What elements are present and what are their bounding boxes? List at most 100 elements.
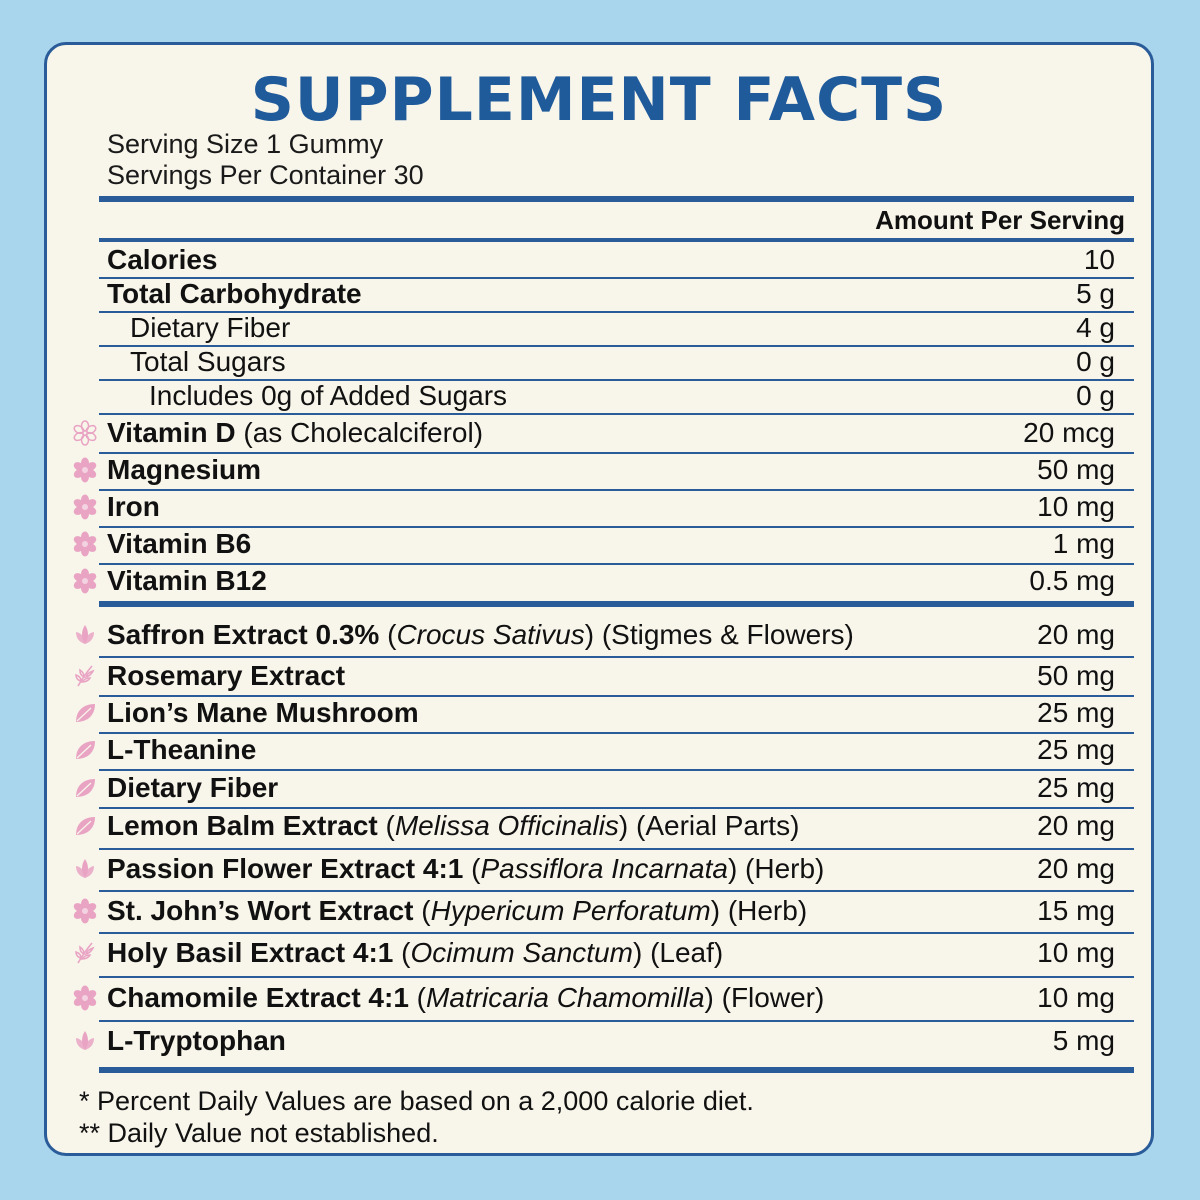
row-divider xyxy=(99,563,1134,565)
row-amount: 50 mg xyxy=(1037,454,1115,485)
row-divider xyxy=(99,311,1134,313)
row-amount: 20 mg xyxy=(1037,853,1115,884)
row-divider xyxy=(99,656,1134,658)
vitamin-row: Vitamin D (as Cholecalciferol) 20 mcg xyxy=(107,417,1115,449)
flower-outline-icon xyxy=(71,419,99,447)
row-divider xyxy=(99,413,1134,415)
extract-row: Passion Flower Extract 4:1 (Passiflora I… xyxy=(107,853,1115,885)
row-amount: 10 xyxy=(1083,244,1115,275)
row-divider xyxy=(99,848,1134,850)
leaf-icon xyxy=(71,774,99,802)
row-label: Lemon Balm Extract (Melissa Officinalis)… xyxy=(107,810,800,841)
flower-icon xyxy=(71,984,99,1012)
vitamin-row: Magnesium 50 mg xyxy=(107,454,1115,486)
row-label: Iron xyxy=(107,491,160,522)
row-divider xyxy=(99,379,1134,381)
row-divider xyxy=(99,601,1134,607)
row-label: Dietary Fiber xyxy=(107,772,279,803)
footnote-not-established: ** Daily Value not established. xyxy=(79,1118,439,1148)
row-amount: 10 mg xyxy=(1037,937,1115,968)
extract-row: Holy Basil Extract 4:1 (Ocimum Sanctum) … xyxy=(107,937,1115,969)
serving-size: Serving Size 1 Gummy xyxy=(107,129,384,159)
row-divider xyxy=(99,732,1134,734)
row-amount: 0 g xyxy=(1076,380,1115,411)
extract-row: Lion’s Mane Mushroom 25 mg xyxy=(107,697,1115,729)
row-label: Vitamin B12 xyxy=(107,565,267,596)
extract-row: Lemon Balm Extract (Melissa Officinalis)… xyxy=(107,810,1115,842)
row-label: Chamomile Extract 4:1 (Matricaria Chamom… xyxy=(107,982,825,1013)
row-label: St. John’s Wort Extract (Hypericum Perfo… xyxy=(107,895,808,926)
flower-icon xyxy=(71,493,99,521)
row-divider xyxy=(99,769,1134,771)
row-amount: 15 mg xyxy=(1037,895,1115,926)
row-amount: 10 mg xyxy=(1037,982,1115,1013)
row-label: Total Carbohydrate xyxy=(107,278,362,309)
nutrition-row: Total Carbohydrate 5 g xyxy=(107,278,1115,310)
lotus-icon xyxy=(71,855,99,883)
extract-row: L-Theanine 25 mg xyxy=(107,734,1115,766)
lotus-icon xyxy=(71,621,99,649)
extract-row: Dietary Fiber 25 mg xyxy=(107,772,1115,804)
row-label: Vitamin B6 xyxy=(107,528,252,559)
row-divider xyxy=(99,890,1134,892)
sprig-icon xyxy=(71,939,99,967)
divider-header xyxy=(99,238,1134,242)
nutrition-row: Dietary Fiber 4 g xyxy=(107,312,1115,344)
extract-row: Saffron Extract 0.3% (Crocus Sativus) (S… xyxy=(107,619,1115,651)
divider-top xyxy=(99,196,1134,202)
flower-icon xyxy=(71,567,99,595)
amount-per-serving-header: Amount Per Serving xyxy=(875,205,1125,235)
vitamin-row: Iron 10 mg xyxy=(107,491,1115,523)
row-amount: 20 mcg xyxy=(1023,417,1115,448)
row-amount: 1 mg xyxy=(1052,528,1115,559)
nutrition-row: Includes 0g of Added Sugars 0 g xyxy=(107,380,1115,412)
row-divider xyxy=(99,277,1134,279)
row-divider xyxy=(99,695,1134,697)
row-amount: 20 mg xyxy=(1037,810,1115,841)
row-divider xyxy=(99,1067,1134,1073)
row-divider xyxy=(99,489,1134,491)
row-label: Lion’s Mane Mushroom xyxy=(107,697,419,728)
row-divider xyxy=(99,345,1134,347)
row-amount: 25 mg xyxy=(1037,734,1115,765)
row-amount: 50 mg xyxy=(1037,660,1115,691)
row-amount: 0.5 mg xyxy=(1029,565,1115,596)
row-label: Vitamin D (as Cholecalciferol) xyxy=(107,417,484,448)
leaf-icon xyxy=(71,736,99,764)
lotus-icon xyxy=(71,1027,99,1055)
flower-icon xyxy=(71,530,99,558)
row-label: Rosemary Extract xyxy=(107,660,346,691)
leaf-icon xyxy=(71,699,99,727)
row-amount: 25 mg xyxy=(1037,772,1115,803)
sprig-icon xyxy=(71,662,99,690)
row-label: Saffron Extract 0.3% (Crocus Sativus) (S… xyxy=(107,619,854,650)
row-label: Dietary Fiber xyxy=(130,312,291,343)
row-amount: 0 g xyxy=(1076,346,1115,377)
row-divider xyxy=(99,526,1134,528)
row-label: Calories xyxy=(107,244,218,275)
leaf-icon xyxy=(71,812,99,840)
nutrition-row: Total Sugars 0 g xyxy=(107,346,1115,378)
extract-row: Chamomile Extract 4:1 (Matricaria Chamom… xyxy=(107,982,1115,1014)
footnote-daily-values: * Percent Daily Values are based on a 2,… xyxy=(79,1086,754,1116)
extract-row: St. John’s Wort Extract (Hypericum Perfo… xyxy=(107,895,1115,927)
row-amount: 4 g xyxy=(1076,312,1115,343)
row-divider xyxy=(99,1020,1134,1022)
row-label: L-Tryptophan xyxy=(107,1025,286,1056)
row-amount: 5 g xyxy=(1076,278,1115,309)
row-divider xyxy=(99,932,1134,934)
nutrition-row: Calories 10 xyxy=(107,244,1115,276)
footnotes: * Percent Daily Values are based on a 2,… xyxy=(79,1085,754,1149)
flower-icon xyxy=(71,897,99,925)
row-label: L-Theanine xyxy=(107,734,257,765)
row-amount: 5 mg xyxy=(1052,1025,1115,1056)
row-label: Includes 0g of Added Sugars xyxy=(149,380,508,411)
supplement-facts-panel: SUPPLEMENT FACTS Serving Size 1 Gummy Se… xyxy=(44,42,1154,1156)
row-amount: 10 mg xyxy=(1037,491,1115,522)
servings-per-container: Servings Per Container 30 xyxy=(107,160,424,190)
vitamin-row: Vitamin B12 0.5 mg xyxy=(107,565,1115,597)
row-divider xyxy=(99,976,1134,978)
row-amount: 25 mg xyxy=(1037,697,1115,728)
row-divider xyxy=(99,807,1134,809)
flower-icon xyxy=(71,456,99,484)
